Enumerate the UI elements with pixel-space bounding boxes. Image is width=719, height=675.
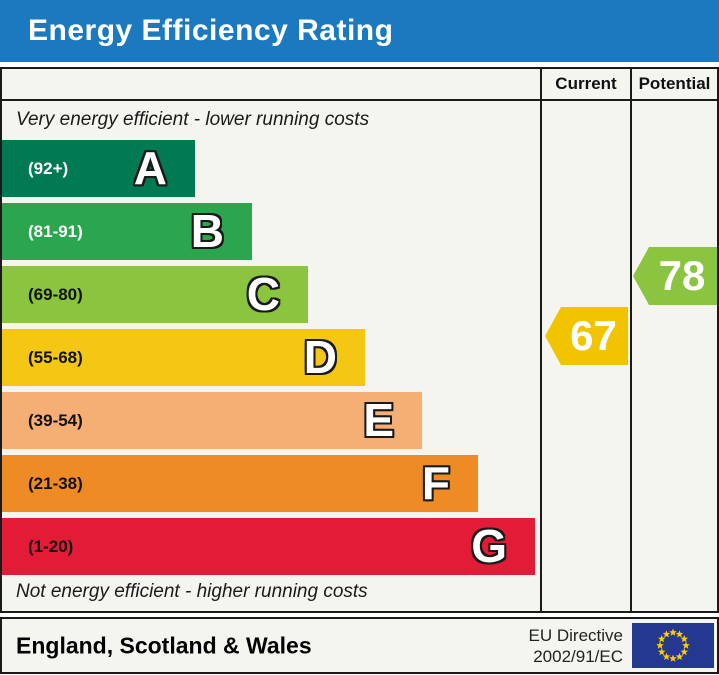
band-e-range: (39-54)	[28, 410, 83, 430]
top-note: Very energy efficient - lower running co…	[16, 109, 370, 130]
band-c: (69-80) C	[2, 266, 308, 323]
band-f-letter: F	[421, 456, 450, 509]
region-label: England, Scotland & Wales	[16, 632, 312, 658]
band-f: (21-38) F	[2, 455, 478, 512]
bottom-note: Not energy efficient - higher running co…	[16, 581, 368, 602]
eu-directive-line1: EU Directive	[528, 625, 623, 645]
band-g-letter: G	[471, 519, 507, 572]
band-g-range: (1-20)	[28, 536, 74, 556]
band-a: (92+) A	[2, 140, 195, 197]
column-header-current: Current	[555, 74, 617, 93]
title-bar: Energy Efficiency Rating	[0, 0, 719, 62]
epc-chart: Current Potential Very energy efficient …	[0, 67, 719, 613]
eu-flag-icon	[632, 623, 714, 668]
current-column-divider	[540, 69, 542, 611]
potential-rating-value: 78	[658, 252, 706, 299]
potential-column-divider	[630, 69, 632, 611]
band-a-range: (92+)	[28, 158, 69, 178]
band-d-letter: D	[303, 330, 337, 383]
band-b: (81-91) B	[2, 203, 252, 260]
eu-directive-label: EU Directive 2002/91/EC	[529, 625, 623, 667]
band-b-range: (81-91)	[28, 221, 83, 241]
band-f-range: (21-38)	[28, 473, 83, 493]
page-title: Energy Efficiency Rating	[28, 14, 394, 47]
current-rating-value: 67	[570, 312, 617, 359]
potential-rating-marker: 78	[633, 247, 717, 305]
band-c-range: (69-80)	[28, 284, 83, 304]
eu-directive-line2: 2002/91/EC	[533, 646, 623, 666]
column-header-potential: Potential	[638, 74, 711, 93]
footer: England, Scotland & Wales EU Directive 2…	[0, 617, 719, 674]
band-e: (39-54) E	[2, 392, 422, 449]
band-d: (55-68) D	[2, 329, 365, 386]
current-rating-marker: 67	[545, 307, 628, 365]
band-c-letter: C	[246, 267, 280, 320]
band-d-range: (55-68)	[28, 347, 83, 367]
band-a-letter: A	[133, 141, 167, 194]
band-b-letter: B	[190, 204, 224, 257]
header-row-divider	[2, 99, 717, 101]
band-g: (1-20) G	[2, 518, 535, 575]
band-e-letter: E	[363, 393, 394, 446]
